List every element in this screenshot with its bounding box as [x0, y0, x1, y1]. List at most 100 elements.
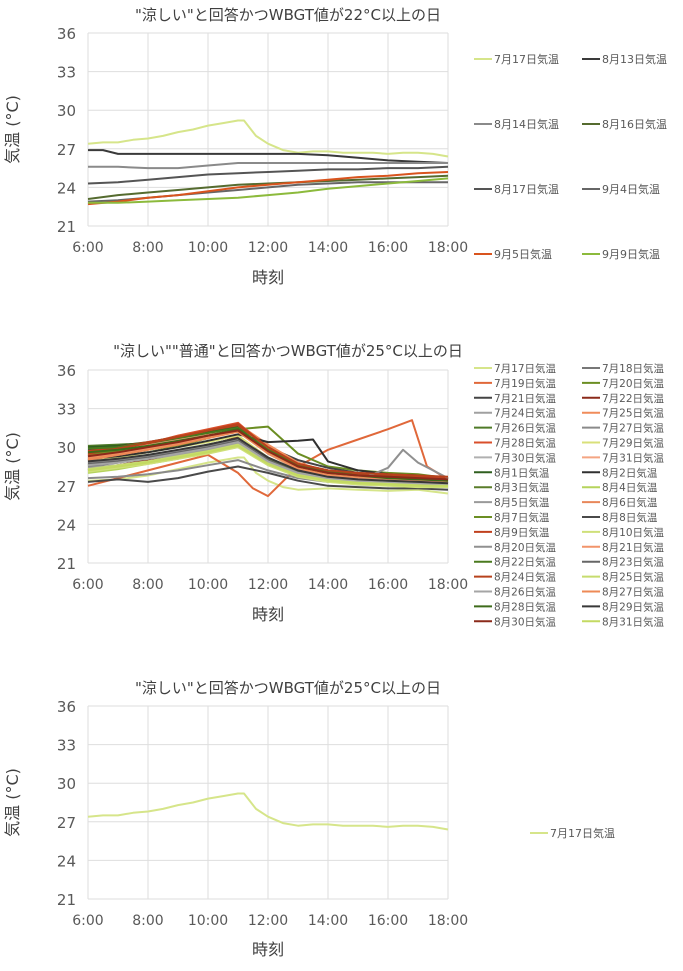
- series-line: [87, 430, 449, 483]
- y-tick-label: 24: [57, 179, 76, 197]
- y-tick-label: 33: [57, 737, 76, 755]
- x-tick-label: 12:00: [248, 577, 288, 593]
- series-line: [88, 162, 448, 170]
- x-tick-label: 18:00: [428, 240, 468, 256]
- y-tick-label: 36: [57, 362, 76, 380]
- series-line: [87, 437, 449, 485]
- legend-label: 7月31日気温: [602, 451, 665, 464]
- legend-label: 8月1日気温: [494, 466, 550, 479]
- legend-label: 8月2日気温: [602, 466, 658, 479]
- legend-label: 8月24日気温: [494, 571, 557, 584]
- legend-label: 8月31日気温: [602, 615, 665, 628]
- x-axis-label: 時刻: [252, 268, 284, 287]
- legend-label: 8月7日気温: [494, 511, 550, 524]
- x-tick-label: 8:00: [132, 577, 163, 593]
- legend-label: 7月17日気温: [494, 362, 557, 375]
- x-tick-label: 16:00: [368, 913, 408, 929]
- y-tick-label: 30: [57, 102, 76, 120]
- y-tick-label: 21: [57, 555, 76, 573]
- x-tick-label: 14:00: [308, 240, 348, 256]
- legend-label: 8月3日気温: [494, 481, 550, 494]
- legend-label: 8月10日気温: [602, 526, 665, 539]
- x-tick-label: 6:00: [72, 913, 103, 929]
- y-tick-label: 27: [57, 141, 76, 159]
- chart-title: "涼しい"と回答かつWBGT値が25°C以上の日: [135, 679, 441, 697]
- legend-label: 8月21日気温: [602, 541, 665, 554]
- legend-label: 8月5日気温: [494, 496, 550, 509]
- legend-label: 7月25日気温: [602, 407, 665, 420]
- x-tick-label: 14:00: [308, 577, 348, 593]
- legend-label: 8月27日気温: [602, 586, 665, 599]
- legend-label: 7月28日気温: [494, 437, 557, 450]
- y-tick-label: 24: [57, 516, 76, 534]
- series-line: [87, 171, 449, 206]
- legend-label: 9月5日気温: [494, 247, 552, 261]
- legend-label: 9月9日気温: [602, 247, 660, 261]
- legend-label: 8月22日気温: [494, 556, 557, 569]
- series-line: [87, 441, 449, 486]
- y-tick-label: 27: [57, 814, 76, 832]
- series-line: [88, 149, 449, 164]
- legend-label: 9月4日気温: [602, 182, 660, 196]
- series-line: [87, 446, 448, 489]
- x-tick-label: 12:00: [248, 913, 288, 929]
- legend-label: 8月25日気温: [602, 571, 665, 584]
- y-tick-label: 33: [57, 64, 76, 82]
- chart-title: "涼しい"と回答かつWBGT値が22°C以上の日: [135, 6, 441, 24]
- legend-label: 8月4日気温: [602, 481, 658, 494]
- legend-label: 8月20日気温: [494, 541, 557, 554]
- x-tick-label: 18:00: [428, 577, 468, 593]
- chart-title: "涼しい""普通"と回答かつWBGT値が25°C以上の日: [113, 342, 463, 360]
- x-tick-label: 10:00: [188, 240, 228, 256]
- x-tick-label: 8:00: [132, 913, 163, 929]
- x-tick-label: 6:00: [72, 240, 103, 256]
- legend-label: 8月29日気温: [602, 600, 665, 613]
- x-tick-label: 10:00: [188, 577, 228, 593]
- legend-label: 7月29日気温: [602, 437, 665, 450]
- legend-label: 7月17日気温: [550, 826, 615, 840]
- y-tick-label: 21: [57, 891, 76, 909]
- x-axis-label: 時刻: [252, 940, 284, 959]
- x-tick-label: 12:00: [248, 240, 288, 256]
- series-line: [87, 419, 449, 498]
- legend-label: 7月18日気温: [602, 362, 665, 375]
- y-tick-label: 33: [57, 401, 76, 419]
- x-tick-label: 8:00: [132, 240, 163, 256]
- legend-label: 7月30日気温: [494, 451, 557, 464]
- x-tick-label: 16:00: [368, 577, 408, 593]
- legend-label: 8月9日気温: [494, 526, 550, 539]
- x-tick-label: 14:00: [308, 913, 348, 929]
- series-line: [88, 177, 449, 204]
- legend-label: 8月8日気温: [602, 511, 658, 524]
- y-axis-label: 気温 (°C): [3, 432, 22, 501]
- legend-label: 7月17日気温: [494, 52, 559, 66]
- legend-label: 8月14日気温: [494, 117, 559, 131]
- legend-label: 8月26日気温: [494, 586, 557, 599]
- series-line: [87, 465, 449, 491]
- legend-label: 7月27日気温: [602, 422, 665, 435]
- legend-label: 7月19日気温: [494, 377, 557, 390]
- x-tick-label: 10:00: [188, 913, 228, 929]
- series-line: [87, 429, 449, 481]
- legend-label: 8月16日気温: [602, 117, 667, 131]
- series-line: [87, 424, 449, 478]
- series-line: [87, 444, 448, 487]
- x-tick-label: 16:00: [368, 240, 408, 256]
- legend-label: 7月21日気温: [494, 392, 557, 405]
- x-tick-label: 18:00: [428, 913, 468, 929]
- series-line: [87, 792, 449, 831]
- legend-label: 7月20日気温: [602, 377, 665, 390]
- legend-label: 8月28日気温: [494, 600, 557, 613]
- series-line: [87, 174, 449, 200]
- legend-label: 8月30日気温: [494, 615, 557, 628]
- legend-label: 7月26日気温: [494, 422, 557, 435]
- x-axis-label: 時刻: [252, 605, 284, 624]
- legend-label: 7月24日気温: [494, 407, 557, 420]
- legend-label: 8月13日気温: [602, 52, 667, 66]
- series-line: [87, 443, 449, 487]
- x-tick-label: 6:00: [72, 577, 103, 593]
- y-tick-label: 24: [57, 852, 76, 870]
- y-axis-label: 気温 (°C): [3, 768, 22, 837]
